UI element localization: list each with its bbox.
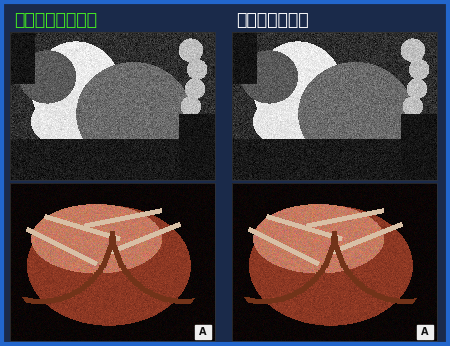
Bar	[232, 183, 437, 341]
Bar	[10, 183, 215, 341]
Text: 血管追随性向上: 血管追随性向上	[236, 11, 309, 29]
Bar	[195, 325, 211, 339]
Bar	[10, 32, 215, 180]
Text: A: A	[421, 327, 429, 337]
Text: A: A	[199, 327, 207, 337]
Bar	[417, 325, 433, 339]
Text: 非剛体位置合わせ: 非剛体位置合わせ	[14, 11, 97, 29]
Bar	[232, 32, 437, 180]
